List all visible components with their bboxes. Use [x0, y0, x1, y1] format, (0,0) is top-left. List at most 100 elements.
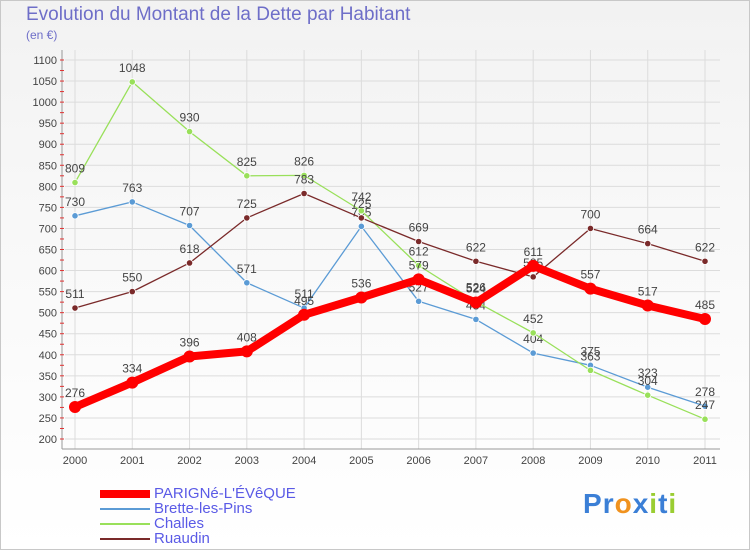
data-label: 611: [524, 245, 543, 259]
legend-swatch: [100, 523, 150, 525]
data-point: [71, 178, 79, 187]
x-tick-label: 2008: [521, 455, 545, 467]
data-label: 579: [409, 258, 429, 272]
data-label: 707: [180, 204, 200, 218]
logo-letter: o: [614, 488, 633, 519]
legend-label: Challes: [154, 515, 205, 532]
x-tick-label: 2009: [578, 455, 602, 467]
x-tick-label: 2004: [292, 455, 316, 467]
y-tick-label: 1000: [33, 97, 57, 109]
data-label: 612: [409, 245, 429, 259]
data-point: [586, 366, 595, 374]
data-point: [469, 296, 482, 309]
data-label: 826: [294, 154, 314, 168]
series-line: [74, 201, 706, 407]
data-point: [243, 279, 251, 287]
data-point: [183, 350, 196, 363]
data-label: 511: [295, 287, 314, 301]
data-label: 618: [180, 242, 200, 256]
data-point: [357, 214, 365, 222]
data-label: 783: [294, 172, 314, 186]
data-point: [71, 212, 79, 220]
data-point: [415, 297, 423, 305]
legend-label: Ruaudin: [154, 530, 210, 547]
logo-letter: i: [668, 488, 678, 519]
y-tick-label: 700: [39, 223, 57, 235]
series-line: [74, 192, 706, 309]
y-tick-label: 500: [39, 308, 57, 320]
y-tick-label: 450: [39, 329, 57, 341]
data-label: 511: [65, 287, 84, 301]
data-point: [357, 207, 365, 215]
logo-letter: t: [658, 488, 669, 519]
y-tick-label: 350: [39, 371, 57, 383]
data-label: 276: [65, 386, 85, 400]
data-point: [415, 261, 423, 270]
x-tick-label: 2001: [120, 455, 144, 467]
data-point: [69, 400, 81, 413]
data-label: 408: [237, 330, 257, 344]
chart-title: Evolution du Montant de la Dette par Hab…: [26, 4, 411, 25]
data-label: 278: [695, 385, 715, 399]
data-point: [527, 259, 540, 272]
data-label: 622: [466, 240, 486, 254]
data-point: [472, 315, 480, 324]
data-point: [298, 308, 311, 321]
data-label: 825: [237, 155, 257, 169]
data-label: 571: [237, 262, 257, 276]
data-point: [701, 415, 709, 423]
y-axis-unit-label: (en €): [26, 28, 58, 42]
data-label: 517: [638, 285, 658, 299]
x-tick-label: 2006: [406, 455, 430, 467]
logo-letter: P: [583, 488, 603, 519]
data-point: [586, 224, 595, 233]
data-label: 526: [466, 281, 486, 295]
x-tick-label: 2000: [63, 455, 87, 467]
x-tick-label: 2002: [177, 455, 201, 467]
y-tick-label: 650: [39, 245, 57, 257]
data-point: [357, 222, 365, 230]
line-chart: 200 250 300 350 400 450 500 550 600 650 700 750 800 8…: [33, 50, 720, 467]
data-point: [126, 376, 139, 389]
data-label: 1048: [119, 61, 146, 75]
data-label: 725: [351, 197, 371, 211]
data-label: 334: [122, 362, 142, 376]
data-point: [415, 237, 423, 246]
data-point: [71, 304, 79, 312]
data-point: [240, 345, 253, 358]
data-label: 557: [580, 268, 600, 282]
x-tick-label: 2007: [464, 455, 488, 467]
x-tick-label: 2011: [693, 455, 717, 467]
y-tick-label: 250: [39, 413, 57, 425]
y-tick-label: 850: [39, 160, 57, 172]
data-label: 742: [351, 190, 371, 204]
y-tick-label: 1100: [33, 55, 57, 67]
data-label: 363: [580, 349, 600, 363]
y-tick-label: 600: [39, 266, 57, 278]
data-point: [529, 349, 537, 357]
data-point: [472, 257, 480, 265]
data-point: [185, 127, 194, 136]
legend-label: Brette-les-Pins: [154, 500, 253, 517]
data-point: [529, 329, 537, 337]
y-tick-label: 900: [39, 139, 57, 151]
data-label: 550: [122, 271, 142, 285]
data-label: 725: [237, 197, 257, 211]
x-tick-label: 2003: [235, 455, 259, 467]
y-tick-label: 1050: [33, 76, 57, 88]
data-label: 763: [122, 181, 142, 195]
data-point: [128, 78, 136, 86]
data-label: 452: [523, 312, 543, 326]
legend-swatch: [100, 538, 150, 540]
legend-swatch: [100, 508, 150, 510]
data-point: [701, 257, 709, 265]
data-point: [701, 402, 709, 410]
data-label: 524: [466, 282, 486, 296]
data-label: 622: [695, 240, 715, 254]
y-tick-label: 750: [39, 202, 57, 214]
data-label: 730: [65, 195, 85, 209]
data-label: 669: [409, 220, 429, 234]
data-point: [185, 259, 194, 267]
logo-letter: r: [602, 488, 615, 519]
data-label: 323: [638, 366, 658, 380]
